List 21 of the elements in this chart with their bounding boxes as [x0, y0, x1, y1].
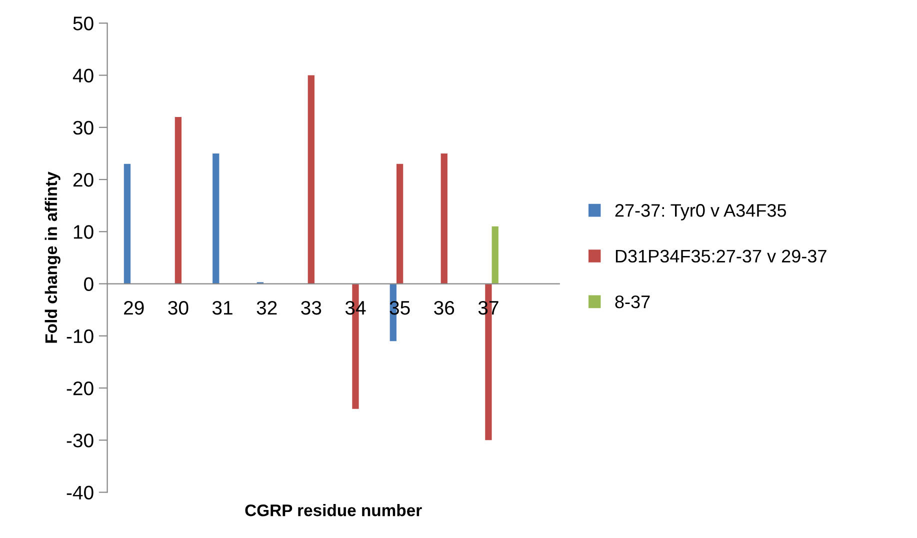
x-tick-label: 32: [256, 300, 277, 315]
x-axis-title: CGRP residue number: [245, 504, 422, 516]
legend-label: D31P34F35:27-37 v 29-37: [616, 250, 826, 263]
y-tick-label: 40: [72, 68, 94, 82]
x-tick-label: 29: [124, 300, 144, 315]
y-tick-label: 30: [73, 120, 94, 135]
y-tick-label: 20: [73, 172, 94, 187]
y-tick-label: -30: [66, 434, 94, 448]
y-axis-title: Fold change in affinty: [44, 172, 60, 343]
legend-label: 27-37: Tyr0 v A34F35: [615, 204, 786, 220]
y-tick-label: -40: [66, 486, 94, 500]
x-tick-label: 30: [168, 300, 188, 315]
x-tick-label: 36: [434, 300, 454, 315]
y-tick-label: -10: [66, 329, 94, 344]
x-tick-label: 31: [212, 300, 232, 315]
y-tick-label: -20: [66, 381, 94, 396]
y-tick-label: 50: [73, 16, 94, 30]
x-tick-label: 33: [301, 300, 322, 315]
y-tick-label: 10: [74, 225, 94, 239]
legend-label: 8-37: [615, 295, 650, 308]
y-tick-label: 0: [84, 277, 94, 291]
